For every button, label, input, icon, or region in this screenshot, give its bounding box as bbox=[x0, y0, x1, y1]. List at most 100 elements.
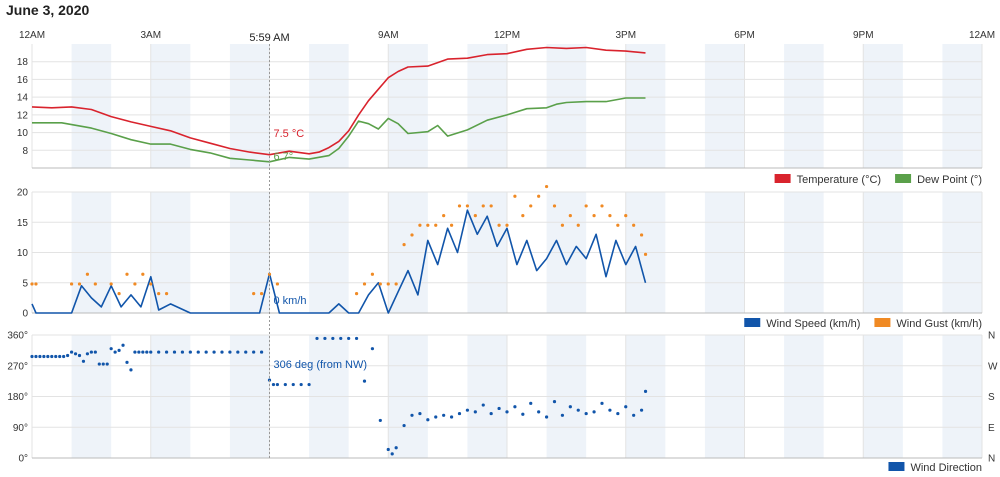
data-point bbox=[426, 223, 430, 227]
data-point bbox=[30, 354, 34, 359]
data-point bbox=[370, 347, 375, 351]
data-point bbox=[362, 282, 367, 286]
data-point bbox=[639, 233, 644, 237]
y-tick-label: 20 bbox=[17, 188, 29, 199]
data-point bbox=[323, 336, 327, 341]
data-point bbox=[394, 446, 398, 450]
data-point bbox=[85, 352, 90, 356]
data-point bbox=[97, 362, 101, 366]
data-point bbox=[552, 204, 557, 208]
data-point bbox=[434, 415, 438, 419]
y-tick-label: 14 bbox=[17, 93, 29, 104]
page-title: June 3, 2020 bbox=[6, 2, 90, 18]
y-tick-label: 8 bbox=[22, 146, 28, 157]
hour-bands bbox=[71, 44, 982, 458]
data-point bbox=[339, 336, 343, 341]
data-point bbox=[109, 282, 113, 286]
time-tick-label: 6PM bbox=[734, 30, 755, 41]
data-point bbox=[220, 350, 224, 354]
data-point bbox=[402, 423, 406, 428]
data-point bbox=[386, 447, 390, 452]
data-point bbox=[275, 282, 280, 286]
data-point bbox=[62, 354, 66, 359]
hour-band bbox=[229, 44, 270, 168]
data-point bbox=[576, 223, 580, 227]
data-point bbox=[73, 352, 78, 356]
data-point bbox=[172, 350, 177, 354]
data-point bbox=[354, 336, 359, 341]
data-point bbox=[58, 354, 62, 359]
hour-band bbox=[388, 44, 428, 168]
wind-speed-readout: 0 km/h bbox=[274, 295, 307, 307]
data-point bbox=[600, 204, 604, 208]
data-point bbox=[164, 292, 169, 296]
data-point bbox=[529, 401, 533, 405]
y-tick-label: 10 bbox=[17, 248, 29, 259]
data-point bbox=[616, 223, 620, 227]
compass-tick-label: S bbox=[988, 392, 995, 403]
data-point bbox=[77, 282, 82, 286]
data-point bbox=[410, 413, 414, 417]
data-point bbox=[568, 405, 572, 409]
compass-tick-label: W bbox=[988, 361, 998, 372]
y-tick-label: 16 bbox=[17, 75, 29, 86]
data-point bbox=[643, 252, 648, 256]
legend-swatch bbox=[744, 318, 761, 327]
data-point bbox=[149, 282, 153, 286]
y-tick-label: 18 bbox=[17, 57, 29, 68]
time-tick-label: 3AM bbox=[140, 30, 161, 41]
time-tick-label: 9PM bbox=[853, 30, 874, 41]
data-point bbox=[228, 350, 232, 354]
data-point bbox=[410, 233, 414, 237]
hour-band bbox=[71, 44, 112, 168]
data-point bbox=[271, 382, 276, 387]
time-tick-label: 12AM bbox=[19, 30, 45, 41]
data-point bbox=[418, 223, 422, 227]
hour-band bbox=[942, 44, 982, 168]
data-point bbox=[426, 418, 430, 422]
data-point bbox=[121, 343, 125, 347]
data-point bbox=[141, 350, 145, 354]
data-point bbox=[109, 347, 113, 351]
data-point bbox=[560, 413, 565, 417]
compass-tick-label: N bbox=[988, 454, 995, 465]
data-point bbox=[402, 243, 406, 247]
data-point bbox=[149, 350, 153, 354]
data-point bbox=[584, 411, 588, 416]
data-point bbox=[133, 350, 137, 354]
data-point bbox=[378, 418, 382, 423]
y-tick-label: 12 bbox=[17, 110, 29, 121]
data-point bbox=[576, 408, 580, 412]
data-point bbox=[105, 362, 109, 366]
series-line bbox=[31, 46, 646, 156]
data-point bbox=[236, 350, 240, 354]
data-point bbox=[592, 410, 596, 414]
data-point bbox=[299, 382, 303, 387]
data-point bbox=[473, 213, 477, 218]
legend-label: Dew Point (°) bbox=[917, 174, 982, 186]
cursor-time: 5:59 AM bbox=[249, 32, 289, 44]
data-point bbox=[133, 282, 137, 286]
data-point bbox=[164, 350, 169, 354]
data-point bbox=[259, 350, 264, 354]
data-point bbox=[347, 336, 351, 341]
data-point bbox=[42, 354, 46, 359]
data-point bbox=[291, 382, 295, 387]
series-line bbox=[32, 97, 646, 163]
data-point bbox=[275, 382, 280, 387]
data-point bbox=[259, 292, 264, 296]
data-point bbox=[180, 350, 185, 354]
data-point bbox=[584, 204, 588, 208]
y-tick-label: 0 bbox=[22, 309, 28, 320]
data-point bbox=[513, 405, 517, 409]
wind-direction-readout: 306 deg (from NW) bbox=[274, 359, 368, 371]
data-point bbox=[544, 415, 549, 419]
data-point bbox=[639, 408, 644, 412]
y-tick-label: 270° bbox=[7, 361, 28, 372]
data-point bbox=[505, 410, 509, 414]
chart-marks bbox=[30, 46, 648, 456]
data-point bbox=[552, 400, 557, 404]
data-point bbox=[354, 292, 359, 296]
data-point bbox=[434, 223, 438, 227]
